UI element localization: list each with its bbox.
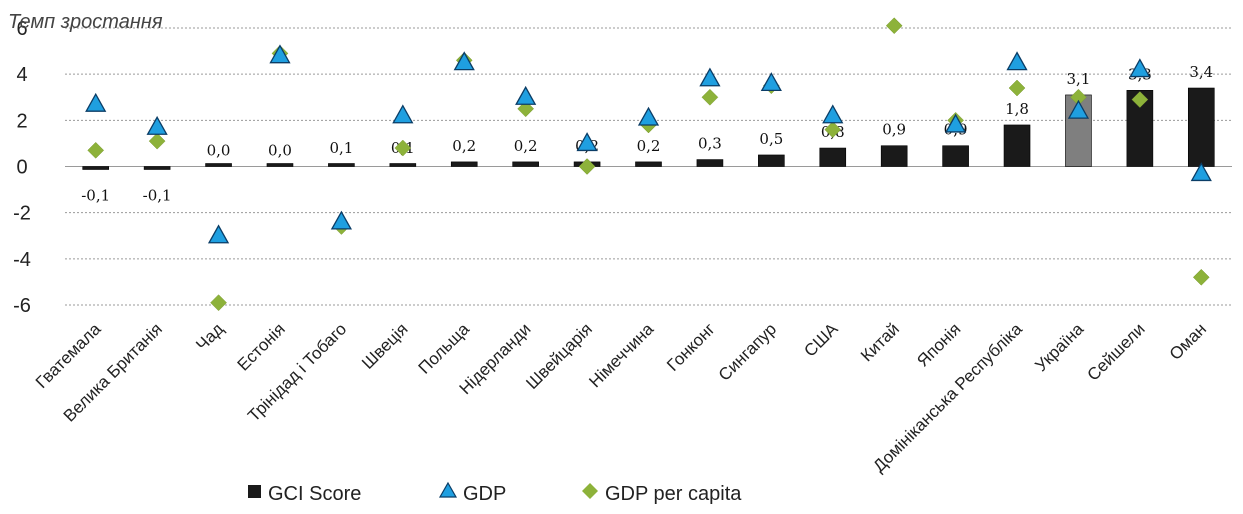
gdp-point [699, 67, 721, 87]
gci-bar [758, 154, 785, 167]
y-tick-label: -4 [13, 249, 31, 271]
y-tick-label: -2 [13, 203, 31, 225]
gdp-point [453, 51, 475, 71]
legend-label-gci: GCI Score [268, 483, 361, 505]
gdp-per-capita-point [1008, 79, 1026, 97]
gdp-per-capita-point [394, 139, 412, 157]
gci-data-label: 0,5 [759, 130, 783, 148]
legend: GCI Score GDP GDP per capita [248, 481, 742, 505]
gdp-per-capita-point [824, 121, 842, 138]
x-tick-label: Сейшели [1084, 319, 1149, 384]
gci-data-label: 3,4 [1189, 63, 1213, 81]
gdp-point [330, 210, 353, 230]
gci-data-label: 0,0 [268, 142, 292, 160]
gci-bar [82, 166, 110, 170]
gci-bar [819, 147, 847, 167]
gdp-per-capita-point [701, 88, 719, 106]
gci-data-label: -0,1 [81, 187, 110, 205]
x-tick-label: Японія [913, 319, 964, 370]
gdp-point [576, 132, 598, 152]
gci-bar [205, 163, 232, 167]
gdp-point [207, 224, 230, 244]
x-tick-label: Естонія [234, 319, 289, 374]
gdp-point [944, 113, 967, 133]
gci-bar [512, 161, 539, 167]
gdp-point [85, 92, 107, 112]
gci-data-label: 0,3 [698, 135, 722, 153]
gci-data-label: 3,1 [1067, 70, 1091, 88]
gci-data-label: -0,1 [143, 187, 172, 205]
gci-data-label: 0,2 [637, 137, 661, 155]
y-axis-ticks: -6 -4 -2 0 2 4 6 [13, 18, 31, 317]
legend-label-gdp-per-capita: GDP per capita [605, 483, 742, 505]
gci-data-label: 1,8 [1005, 100, 1029, 118]
gdp-point [392, 104, 414, 124]
marker-series [85, 17, 1212, 312]
data-labels: -0,1-0,10,00,00,10,10,20,20,20,20,30,50,… [81, 63, 1213, 204]
gdp-point [1129, 58, 1151, 78]
x-tick-label: США [800, 319, 842, 361]
gdp-per-capita-point [885, 17, 903, 35]
gci-bar [328, 163, 355, 167]
x-tick-label: Україна [1031, 319, 1087, 375]
gci-bar [880, 145, 908, 167]
gdp-per-capita-point [87, 141, 105, 159]
x-tick-label: Польща [415, 319, 474, 378]
x-tick-label: Оман [1166, 319, 1210, 363]
gdp-point [637, 106, 660, 126]
gdp-per-capita-point [578, 158, 596, 175]
gci-data-label: 0,2 [514, 137, 538, 155]
gci-bar [389, 163, 417, 167]
gdp-per-capita-point [148, 132, 166, 150]
gdp-per-capita-point [1192, 268, 1210, 286]
y-tick-label: -6 [13, 295, 31, 317]
x-tick-label: Швейцарія [522, 319, 596, 393]
x-tick-label: Гонконг [663, 319, 719, 375]
gdp-point [146, 115, 168, 135]
y-tick-label: 4 [16, 64, 27, 86]
gci-bar [450, 161, 478, 167]
gci-bar [1187, 87, 1215, 167]
gdp-per-capita-point [1131, 91, 1149, 108]
legend-swatch-gci [248, 485, 261, 498]
gdp-per-capita-point [210, 294, 227, 312]
gdp-point [1006, 51, 1028, 71]
x-tick-label: Швеція [358, 319, 411, 372]
gci-bar [696, 159, 724, 167]
y-tick-label: 0 [16, 157, 27, 179]
gci-bar [143, 166, 171, 170]
legend-swatch-gdp-per-capita [582, 483, 598, 499]
gdp-point [269, 44, 291, 64]
gci-data-label: 0,1 [329, 139, 353, 157]
legend-label-gdp: GDP [463, 483, 506, 505]
y-tick-label: 6 [16, 18, 27, 40]
legend-swatch-gdp [438, 481, 458, 498]
gci-bar [635, 161, 662, 167]
gci-data-label: 0,0 [207, 142, 231, 160]
gdp-point [515, 85, 537, 105]
x-tick-label: Німеччина [585, 319, 657, 391]
gdp-point [760, 72, 782, 92]
gdp-point [1190, 162, 1212, 182]
x-tick-label: Сингапур [715, 319, 780, 384]
gci-data-label: 0,9 [882, 121, 906, 139]
x-tick-label: Китай [857, 319, 903, 365]
gci-bar [942, 145, 969, 167]
gdp-point [1067, 99, 1090, 119]
y-axis-title: Темп зростання [8, 11, 163, 33]
gci-bar [266, 163, 294, 167]
gci-bar [1003, 124, 1031, 167]
x-tick-label: Чад [192, 319, 227, 354]
gdp-point [822, 104, 844, 124]
y-tick-label: 2 [16, 110, 27, 132]
gci-data-label: 0,2 [452, 137, 476, 155]
